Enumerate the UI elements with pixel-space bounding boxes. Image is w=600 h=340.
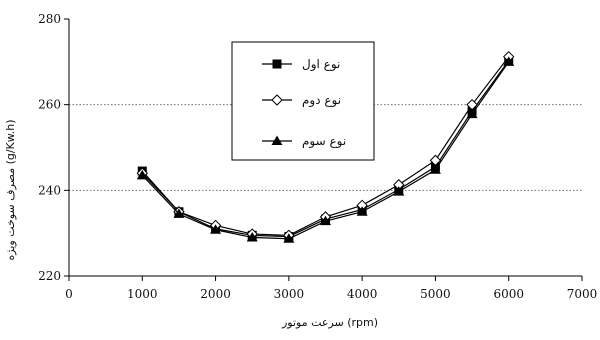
tick-labels: 220 240 260 280 0 1000 2000 3000 4000 5000 6000 700… [38,12,597,301]
x-tick-label: 6000 [493,287,524,301]
series-point [429,164,441,174]
x-tick-label: 4000 [347,287,378,301]
legend-label: نوع دوم [302,93,341,108]
series-group [136,50,515,243]
x-tick-label: 7000 [567,287,598,301]
legend-label: نوع سوم [302,134,346,149]
series-point [210,224,222,234]
series-3 [136,56,515,243]
legend-label: نوع اول [302,57,340,72]
x-axis-title: سرعت موتور (rpm) [281,316,378,329]
legend-item-1: نوع اول [262,57,340,72]
y-tick-label: 220 [38,269,61,283]
series-point [356,206,368,216]
x-tick-label: 2000 [200,287,231,301]
series-point [246,231,258,242]
y-axis-title: مصرف سوخت ویژه (g/Kw.h) [4,119,17,260]
series-point [272,59,282,69]
series-point [320,215,331,226]
x-tick-label: 1000 [127,287,158,301]
series-point [393,186,405,196]
y-tick-label: 240 [38,183,61,197]
legend: نوع اول نوع دوم نوع سوم [231,41,375,161]
series-point [283,233,295,243]
x-tick-label: 0 [65,287,73,301]
legend-item-2: نوع دوم [262,93,341,108]
series-point [503,56,515,66]
x-tick-label: 3000 [274,287,305,301]
legend-item-3: نوع سوم [262,134,346,149]
axes [64,18,583,281]
legend-box [231,41,375,161]
series-point [271,135,283,145]
series-point [136,169,148,180]
series-point [466,108,478,119]
x-tick-label: 5000 [420,287,451,301]
y-tick-label: 260 [38,98,61,112]
series-point [173,208,185,218]
y-tick-label: 280 [38,12,61,26]
series-point [271,94,283,106]
